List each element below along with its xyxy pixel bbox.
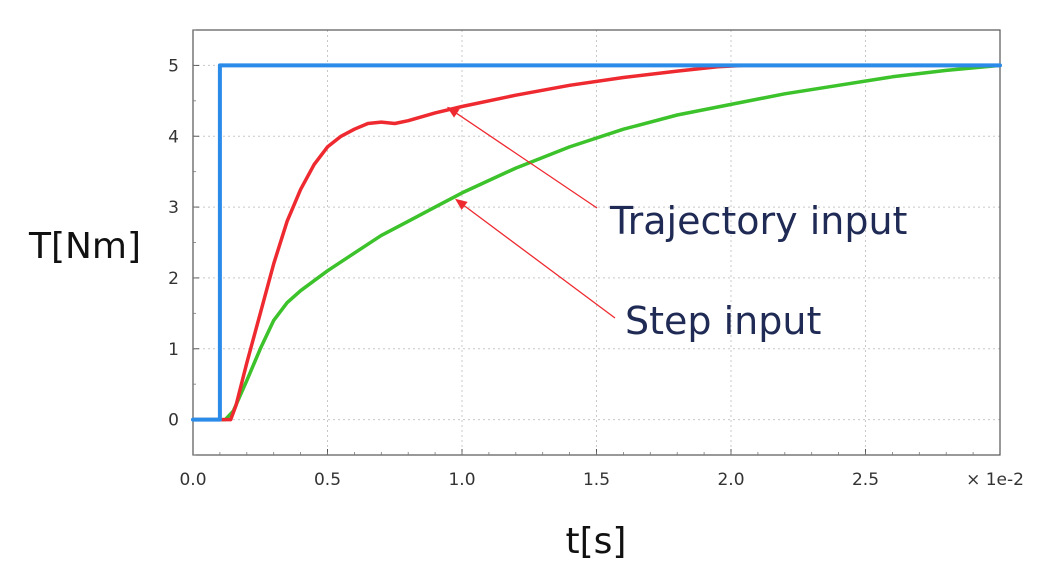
trajectory-input-label: Trajectory input [609,199,907,243]
trajectory-arrow [446,106,598,209]
series-line-1 [191,63,1002,422]
x-axis-multiplier: × 1e-2 [966,470,1024,490]
x-tick-label: 2.0 [717,470,744,490]
x-tick-label: 0.0 [179,470,206,490]
series-line-0 [191,63,1002,422]
step-input-label: Step input [625,299,821,343]
series-line-2 [191,63,1002,422]
x-tick-label: 2.5 [852,470,879,490]
y-tick-label: 2 [168,269,179,289]
y-tick-label: 1 [168,340,179,360]
series-layer [191,63,1002,422]
y-tick-label: 3 [168,198,179,218]
x-tick-label: 1.5 [583,470,610,490]
y-axis-title: T[Nm] [28,226,141,267]
x-tick-label: 1.0 [448,470,475,490]
y-tick-label: 5 [168,56,179,76]
x-axis-title: t[s] [566,521,627,562]
y-tick-label: 4 [168,127,179,147]
grid-lines [193,30,1000,455]
x-tick-label: 0.5 [314,470,341,490]
y-tick-label: 0 [168,411,179,431]
annotations: Trajectory input Step input [446,106,907,343]
step-arrow [455,198,616,319]
tick-labels: 0.0 0.5 1.0 1.5 2.0 2.5 0 1 2 3 4 5 [168,56,879,490]
